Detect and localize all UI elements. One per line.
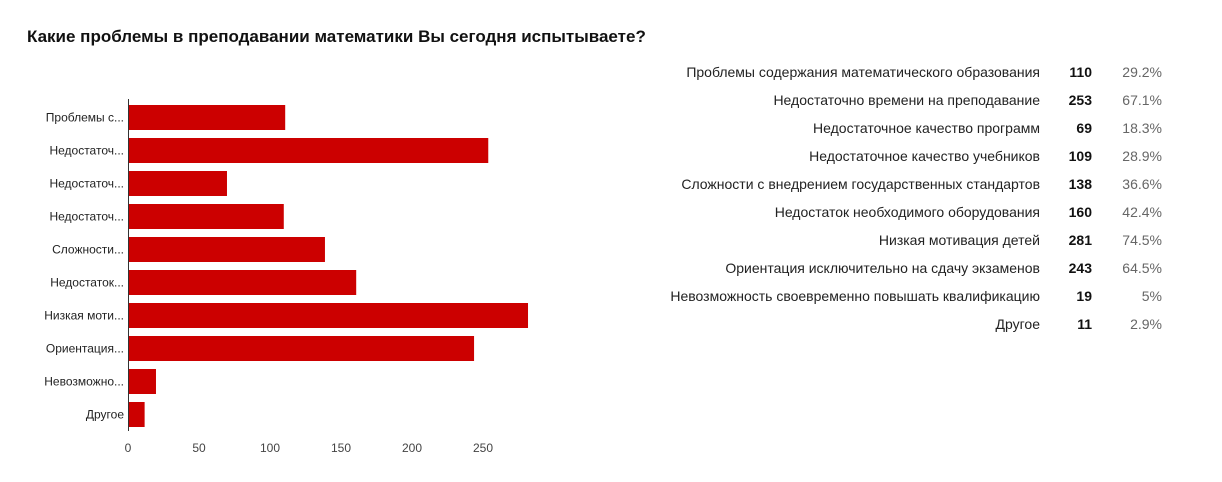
legend-percent: 2.9% <box>1130 316 1162 332</box>
chart-title: Какие проблемы в преподавании математики… <box>27 27 646 46</box>
category-label: Ориентация... <box>46 342 124 356</box>
category-label: Недостаточ... <box>49 177 124 191</box>
legend-label: Другое <box>995 316 1040 332</box>
bar-1 <box>129 105 286 130</box>
category-label: Низкая моти... <box>44 309 124 323</box>
bar-10 <box>129 402 145 427</box>
x-tick-label: 50 <box>192 441 206 455</box>
legend-percent: 18.3% <box>1122 120 1162 136</box>
category-label: Недостаточ... <box>49 144 124 158</box>
legend-label: Недостаточно времени на преподавание <box>773 92 1040 108</box>
legend-percent: 42.4% <box>1122 204 1162 220</box>
bar-2 <box>129 138 489 163</box>
bar-chart: Проблемы с... Недостаточ... Недостаточ... Н… <box>44 99 529 455</box>
legend-row: Ориентация исключительно на сдачу экзаме… <box>570 254 1170 282</box>
legend-row: Недостаточное качество программ 69 18.3% <box>570 114 1170 142</box>
category-label: Недостаток... <box>50 276 124 290</box>
x-tick-label: 0 <box>125 441 132 455</box>
legend-percent: 5% <box>1141 288 1162 304</box>
legend-count: 11 <box>1077 316 1092 332</box>
legend-label: Сложности с внедрением государственных с… <box>681 176 1040 192</box>
legend-count: 160 <box>1068 204 1092 220</box>
legend-count: 110 <box>1069 64 1092 80</box>
x-tick-label: 100 <box>260 441 280 455</box>
legend-percent: 67.1% <box>1122 92 1162 108</box>
legend-row: Недостаточно времени на преподавание 253 6… <box>570 86 1170 114</box>
legend-percent: 28.9% <box>1122 148 1162 164</box>
legend-percent: 36.6% <box>1122 176 1162 192</box>
bar-3 <box>129 171 227 196</box>
x-tick-label: 150 <box>331 441 351 455</box>
legend-row: Проблемы содержания математического обра… <box>570 58 1170 86</box>
legend-label: Недостаточное качество учебников <box>809 148 1040 164</box>
legend-count: 109 <box>1068 148 1092 164</box>
legend-label: Недостаточное качество программ <box>813 120 1040 136</box>
legend-row: Сложности с внедрением государственных с… <box>570 170 1170 198</box>
legend-row: Недостаток необходимого оборудования 160 4… <box>570 198 1170 226</box>
category-label: Другое <box>86 408 124 422</box>
legend-label: Недостаток необходимого оборудования <box>774 204 1040 220</box>
legend-count: 19 <box>1076 288 1092 304</box>
legend-row: Низкая мотивация детей 281 74.5% <box>570 226 1170 254</box>
category-label: Недостаточ... <box>49 210 124 224</box>
bar-6 <box>129 270 357 295</box>
legend-label: Ориентация исключительно на сдачу экзаме… <box>725 260 1040 276</box>
legend-label: Низкая мотивация детей <box>878 232 1040 248</box>
legend-percent: 74.5% <box>1122 232 1162 248</box>
bar-7 <box>129 303 529 328</box>
legend-row: Другое 11 2.9% <box>570 310 1170 338</box>
x-tick-label: 200 <box>402 441 422 455</box>
legend-percent: 29.2% <box>1122 64 1162 80</box>
legend-row: Невозможность своевременно повышать квал… <box>570 282 1170 310</box>
legend-count: 243 <box>1068 260 1092 276</box>
legend-count: 138 <box>1068 176 1092 192</box>
bar-5 <box>129 237 325 262</box>
legend-row: Недостаточное качество учебников 109 28.9% <box>570 142 1170 170</box>
category-label: Проблемы с... <box>46 111 124 125</box>
legend-label: Невозможность своевременно повышать квал… <box>670 288 1040 304</box>
legend-percent: 64.5% <box>1122 260 1162 276</box>
legend-count: 253 <box>1068 92 1092 108</box>
legend-count: 281 <box>1068 232 1092 248</box>
legend-count: 69 <box>1076 120 1092 136</box>
bar-4 <box>129 204 284 229</box>
bar-9 <box>129 369 156 394</box>
category-label: Сложности... <box>52 243 124 257</box>
bar-8 <box>129 336 475 361</box>
category-label: Невозможно... <box>44 375 124 389</box>
legend-label: Проблемы содержания математического обра… <box>686 64 1040 80</box>
x-tick-label: 250 <box>473 441 493 455</box>
